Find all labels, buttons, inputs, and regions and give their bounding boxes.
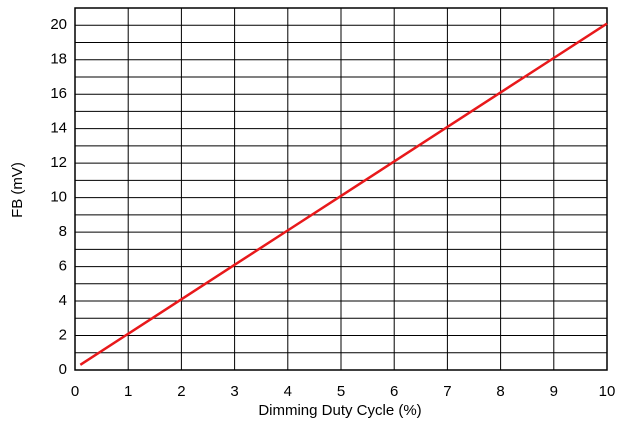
x-tick-label: 2 [177,383,185,400]
y-tick-label: 0 [59,361,67,378]
plot-border [74,7,608,371]
y-tick-label: 8 [59,223,67,240]
x-tick-label: 4 [284,383,292,400]
x-tick-label: 8 [496,383,504,400]
x-tick-label: 5 [337,383,345,400]
x-tick-label: 10 [599,383,616,400]
y-tick-label: 14 [50,120,67,137]
x-tick-label: 3 [230,383,238,400]
x-tick-label: 7 [443,383,451,400]
y-tick-label: 20 [50,16,67,33]
y-tick-label: 18 [50,51,67,68]
x-tick-label: 9 [550,383,558,400]
x-tick-label: 1 [124,383,132,400]
y-axis-label: FB (mV) [9,162,26,218]
y-tick-label: 12 [50,154,67,171]
x-tick-label: 0 [71,383,79,400]
y-tick-label: 10 [50,189,67,206]
data-line [79,22,608,366]
y-tick-label: 16 [50,85,67,102]
y-tick-label: 6 [59,258,67,275]
y-tick-label: 4 [59,292,67,309]
y-tick-label: 2 [59,326,67,343]
x-tick-label: 6 [390,383,398,400]
x-axis-label: Dimming Duty Cycle (%) [258,402,421,419]
